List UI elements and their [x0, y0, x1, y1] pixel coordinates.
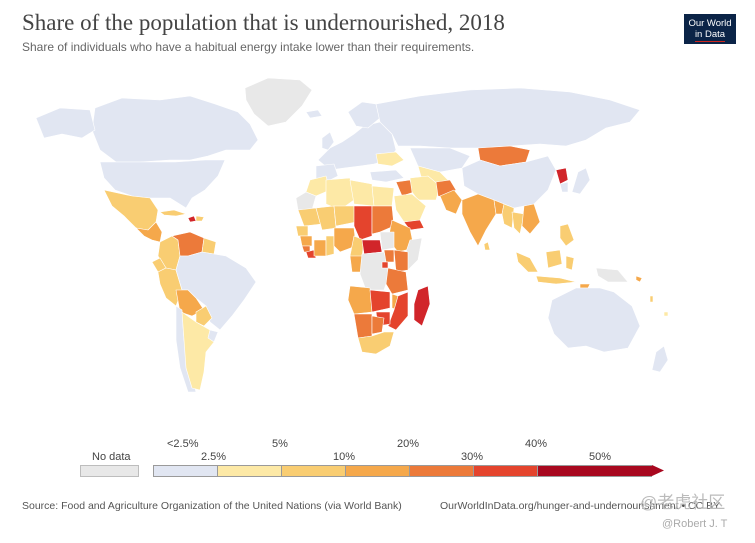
country-ivory-coast — [313, 239, 327, 257]
legend-no-data-swatch — [80, 465, 139, 477]
country-argentina — [181, 311, 215, 391]
country-russia — [375, 87, 641, 149]
country-borneo — [545, 249, 563, 269]
country-ghana-togo — [325, 235, 335, 257]
country-iran — [409, 175, 441, 201]
legend-bin — [537, 465, 652, 477]
country-libya — [349, 179, 375, 207]
legend-tick-label: 10% — [333, 451, 356, 463]
country-madagascar — [413, 285, 431, 327]
country-morocco — [305, 175, 331, 197]
country-sumatra — [515, 251, 539, 273]
country-senegal — [295, 225, 309, 237]
country-paraguay — [195, 305, 213, 327]
country-kenya — [393, 249, 409, 273]
legend-no-data-label: No data — [92, 451, 131, 463]
world-map[interactable] — [0, 60, 755, 440]
legend-bin — [345, 465, 410, 477]
country-thailand — [511, 211, 525, 235]
country-angola — [347, 285, 373, 315]
country-niger — [333, 205, 357, 227]
legend-bin — [217, 465, 282, 477]
legend-tick-label: 20% — [397, 438, 420, 450]
country-fiji — [663, 311, 669, 317]
country-java — [535, 275, 577, 285]
country-india — [461, 193, 497, 247]
watermark-line-1: @老虎社区 — [640, 493, 726, 512]
country-greenland — [244, 77, 313, 127]
country-mali — [315, 205, 337, 231]
legend-tick-label: 30% — [461, 451, 484, 463]
country-alaska — [35, 107, 96, 139]
country-central-america — [135, 221, 163, 243]
country-sri-lanka — [483, 241, 491, 251]
watermark-line-2: @Robert J. T — [662, 518, 728, 530]
country-north-korea — [555, 167, 569, 185]
legend-tick-label: <2.5% — [167, 438, 199, 450]
country-tanzania — [385, 267, 409, 295]
legend-bin — [281, 465, 346, 477]
country-haiti — [187, 215, 197, 223]
source-url[interactable]: OurWorldInData.org/hunger-and-undernouri… — [440, 500, 721, 512]
legend-tick-label: 50% — [589, 451, 612, 463]
country-cuba — [159, 209, 187, 217]
country-sudan — [371, 205, 395, 235]
country-drc — [359, 251, 391, 291]
country-turkey — [369, 169, 405, 183]
legend-arrow-icon — [652, 465, 664, 476]
country-south-korea — [559, 181, 569, 193]
legend-bin — [409, 465, 474, 477]
chart-subtitle: Share of individuals who have a habitual… — [22, 40, 475, 54]
country-egypt — [371, 185, 395, 207]
country-rwanda — [381, 261, 389, 269]
country-vanuatu — [649, 295, 654, 303]
country-iceland — [305, 109, 323, 119]
country-guianas — [201, 237, 217, 255]
country-namibia — [353, 313, 373, 339]
logo-line-1: Our World — [688, 18, 732, 29]
country-uganda — [383, 249, 395, 263]
country-usa — [99, 159, 226, 209]
country-nigeria — [333, 227, 357, 253]
country-south-africa — [357, 331, 395, 355]
country-botswana — [371, 315, 385, 335]
country-south-sudan — [379, 231, 395, 251]
legend-bin — [473, 465, 538, 477]
country-liberia — [305, 249, 317, 259]
country-mozambique — [387, 291, 409, 331]
country-png — [595, 267, 629, 283]
chart-title: Share of the population that is undernou… — [22, 10, 505, 35]
country-new-zealand — [651, 345, 669, 373]
legend-bin — [153, 465, 218, 477]
country-car — [361, 239, 383, 255]
countries — [35, 77, 669, 393]
country-dominican — [195, 215, 205, 222]
country-algeria — [325, 177, 355, 211]
logo-line-2: in Data — [694, 29, 726, 42]
country-canada — [91, 95, 259, 163]
country-indochina — [521, 203, 541, 235]
country-philippines — [559, 223, 575, 247]
country-guinea — [299, 235, 313, 247]
owid-logo[interactable]: Our World in Data — [684, 14, 736, 44]
country-ukraine — [375, 151, 405, 167]
legend-tick-label: 40% — [525, 438, 548, 450]
country-western-sahara — [295, 191, 317, 211]
source-note: Source: Food and Agriculture Organizatio… — [22, 500, 402, 512]
legend-tick-label: 5% — [272, 438, 288, 450]
country-uk — [321, 131, 335, 151]
country-zambia — [369, 289, 391, 313]
country-chad — [353, 205, 373, 241]
country-sulawesi — [565, 255, 575, 271]
country-solomon — [635, 275, 643, 283]
legend-tick-label: 2.5% — [201, 451, 227, 463]
country-timor — [579, 283, 591, 289]
country-japan — [571, 167, 591, 195]
country-myanmar — [501, 203, 515, 229]
country-pakistan — [439, 189, 463, 215]
country-australia — [547, 287, 641, 353]
country-uruguay — [207, 329, 219, 343]
